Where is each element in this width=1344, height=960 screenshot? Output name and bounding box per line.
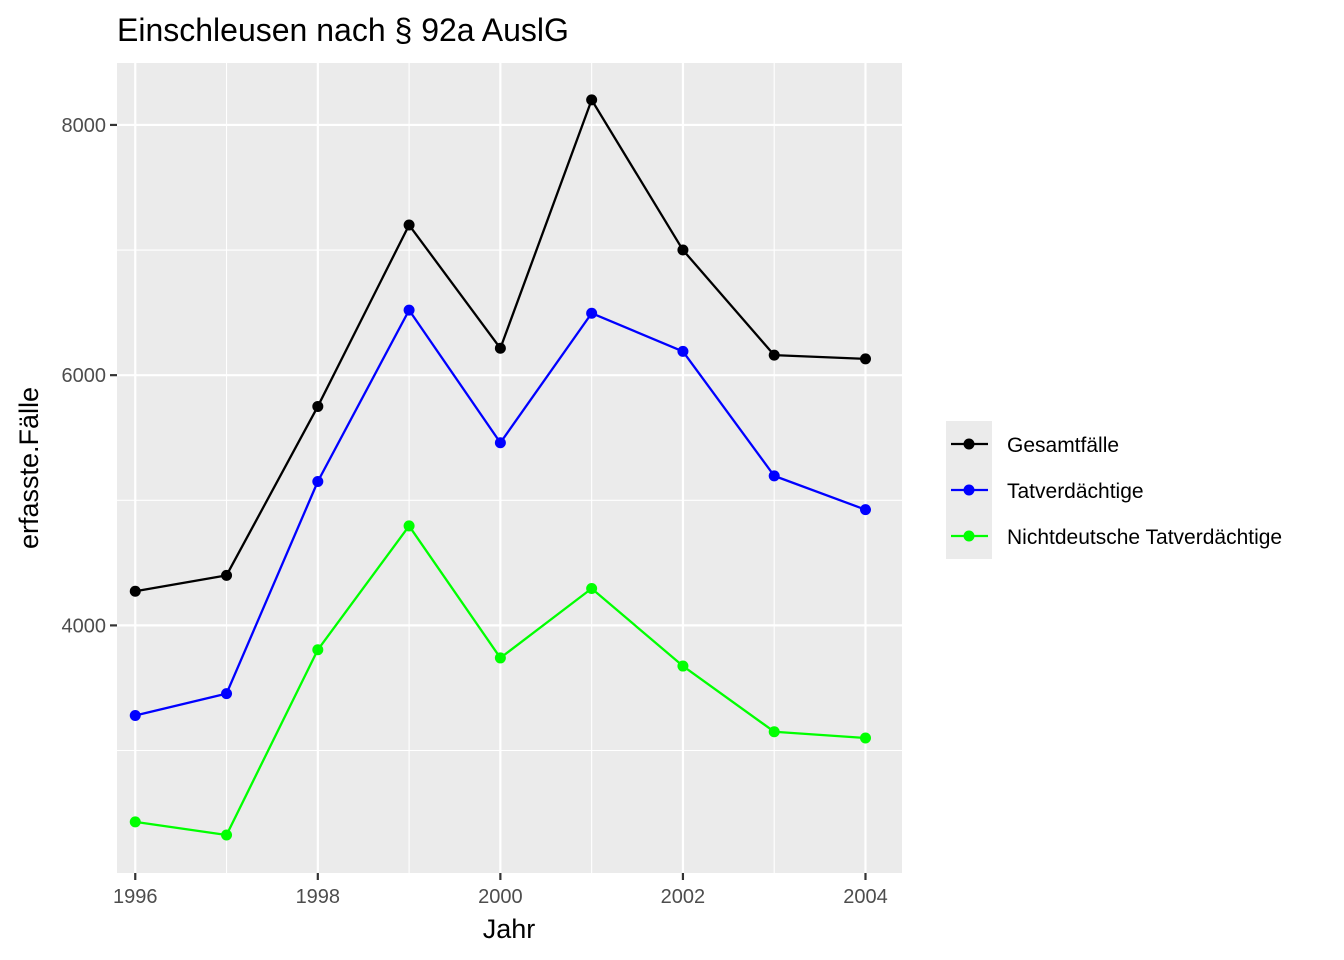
data-point (312, 400, 324, 412)
y-tick-label: 4000 (62, 615, 107, 637)
y-tick-label: 8000 (62, 115, 107, 137)
x-axis-title: Jahr (483, 914, 536, 944)
y-tick-label: 6000 (62, 365, 107, 387)
plot-panel (117, 63, 902, 873)
legend-key-point (963, 484, 975, 496)
legend-key-point (963, 438, 975, 450)
legend-label: Gesamtfälle (1007, 434, 1119, 457)
series-1 (129, 94, 871, 597)
major-gridlines (117, 63, 902, 873)
x-tick-label: 1996 (113, 886, 158, 908)
data-point (677, 660, 689, 672)
series-2 (129, 304, 871, 721)
data-point (586, 582, 598, 594)
data-point (859, 353, 871, 365)
data-point (768, 470, 780, 482)
x-tick-label: 1998 (296, 886, 341, 908)
chart-title: Einschleusen nach § 92a AuslG (117, 12, 569, 48)
data-point (312, 476, 324, 488)
data-point (129, 816, 141, 828)
data-point (312, 644, 324, 656)
legend-label: Tatverdächtige (1007, 480, 1144, 503)
y-axis-title: erfasste.Fälle (14, 387, 44, 549)
data-point (677, 345, 689, 357)
legend: Gesamtfälle Tatverdächtige Nichtdeutsche T… (951, 434, 1282, 549)
data-point (586, 94, 598, 106)
x-tick-label: 2002 (661, 886, 706, 908)
data-point (677, 244, 689, 256)
legend-item: Tatverdächtige (951, 480, 1144, 503)
data-point (221, 829, 233, 841)
data-point (859, 504, 871, 516)
x-tick-label: 2004 (843, 886, 888, 908)
data-point (768, 726, 780, 738)
data-point (494, 437, 506, 449)
legend-key-point (963, 530, 975, 542)
data-point (494, 652, 506, 664)
series-layer (129, 94, 871, 841)
data-point (129, 709, 141, 721)
data-point (494, 342, 506, 354)
minor-gridlines (117, 63, 902, 873)
data-point (221, 569, 233, 581)
data-point (129, 585, 141, 597)
data-point (586, 307, 598, 319)
data-point (859, 732, 871, 744)
legend-label: Nichtdeutsche Tatverdächtige (1007, 526, 1282, 549)
x-tick-label: 2000 (478, 886, 523, 908)
legend-item: Nichtdeutsche Tatverdächtige (951, 526, 1282, 549)
data-point (403, 520, 415, 532)
legend-item: Gesamtfälle (951, 434, 1119, 457)
data-point (221, 688, 233, 700)
data-point (768, 349, 780, 361)
data-point (403, 304, 415, 316)
x-axis-ticks: 1996 1998 2000 2002 2004 (113, 873, 888, 908)
y-axis-ticks: 4000 6000 8000 (62, 115, 117, 637)
series-3 (129, 520, 871, 841)
data-point (403, 219, 415, 231)
